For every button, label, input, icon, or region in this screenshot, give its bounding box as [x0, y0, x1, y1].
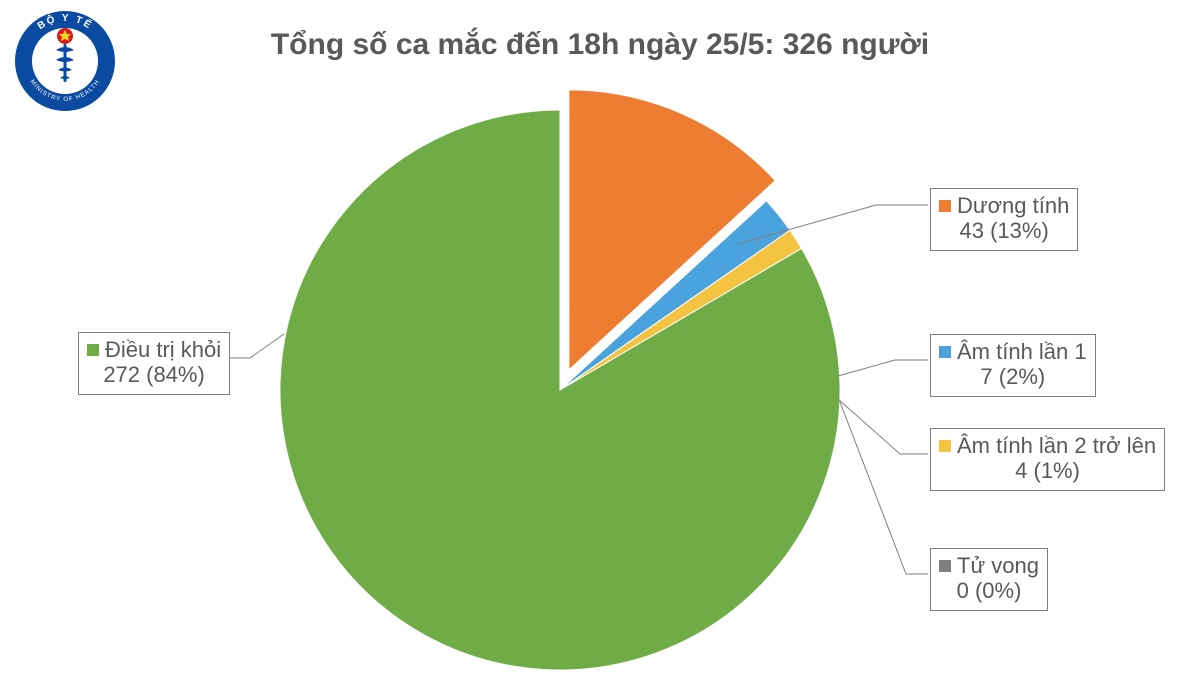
slice-label-name: Âm tính lần 1: [957, 339, 1087, 364]
leader-line: [838, 360, 928, 376]
slice-label: Âm tính lần 17 (2%): [930, 334, 1096, 397]
legend-swatch: [939, 200, 951, 212]
slice-label: Dương tính43 (13%): [930, 188, 1078, 251]
legend-swatch: [939, 440, 951, 452]
slice-label-value: 43 (13%): [939, 218, 1069, 243]
leader-line: [838, 399, 928, 454]
slice-label-name: Tử vong: [957, 553, 1039, 578]
legend-swatch: [939, 560, 951, 572]
slice-label: Điều trị khỏi272 (84%): [78, 332, 230, 395]
legend-swatch: [939, 346, 951, 358]
slice-label-value: 4 (1%): [939, 458, 1156, 483]
slice-label-value: 7 (2%): [939, 364, 1087, 389]
slice-label-value: 0 (0%): [939, 578, 1039, 603]
chart-container: BỘ Y TẾ MINISTRY OF HEALTH Tổng số ca mắ…: [0, 0, 1200, 680]
leader-line: [840, 402, 928, 574]
legend-swatch: [87, 344, 99, 356]
slice-label-name: Âm tính lần 2 trở lên: [957, 433, 1156, 458]
slice-label-name: Điều trị khỏi: [105, 337, 221, 362]
slice-label-value: 272 (84%): [87, 362, 221, 387]
slice-label: Tử vong0 (0%): [930, 548, 1048, 611]
slice-label: Âm tính lần 2 trở lên4 (1%): [930, 428, 1165, 491]
slice-label-name: Dương tính: [957, 193, 1069, 218]
